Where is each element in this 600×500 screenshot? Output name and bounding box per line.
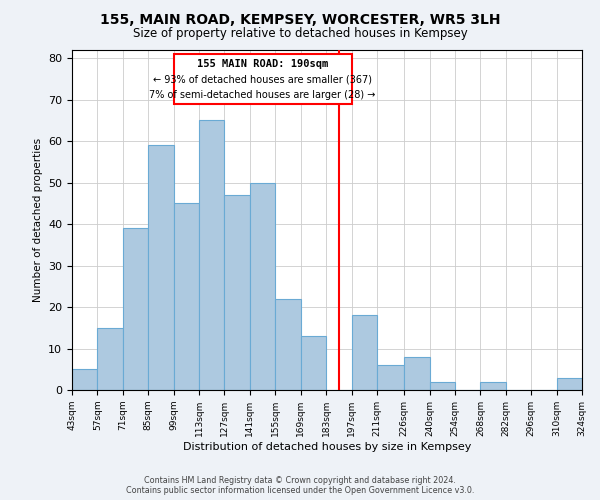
Bar [123, 228, 148, 390]
Text: ← 93% of detached houses are smaller (367): ← 93% of detached houses are smaller (36… [153, 74, 372, 85]
Bar [352, 316, 377, 390]
Y-axis label: Number of detached properties: Number of detached properties [32, 138, 43, 302]
Text: 155, MAIN ROAD, KEMPSEY, WORCESTER, WR5 3LH: 155, MAIN ROAD, KEMPSEY, WORCESTER, WR5 … [100, 12, 500, 26]
Bar [72, 370, 97, 390]
Bar [148, 146, 173, 390]
FancyBboxPatch shape [173, 54, 352, 104]
Bar [301, 336, 326, 390]
Bar [224, 195, 250, 390]
Text: Size of property relative to detached houses in Kempsey: Size of property relative to detached ho… [133, 28, 467, 40]
Bar [275, 299, 301, 390]
Text: Contains HM Land Registry data © Crown copyright and database right 2024.
Contai: Contains HM Land Registry data © Crown c… [126, 476, 474, 495]
Bar [377, 365, 404, 390]
X-axis label: Distribution of detached houses by size in Kempsey: Distribution of detached houses by size … [183, 442, 471, 452]
Text: 7% of semi-detached houses are larger (28) →: 7% of semi-detached houses are larger (2… [149, 90, 376, 100]
Bar [430, 382, 455, 390]
Bar [199, 120, 224, 390]
Text: 155 MAIN ROAD: 190sqm: 155 MAIN ROAD: 190sqm [197, 59, 328, 69]
Bar [481, 382, 506, 390]
Bar [404, 357, 430, 390]
Bar [250, 182, 275, 390]
Bar [97, 328, 123, 390]
Bar [557, 378, 582, 390]
Bar [173, 204, 199, 390]
